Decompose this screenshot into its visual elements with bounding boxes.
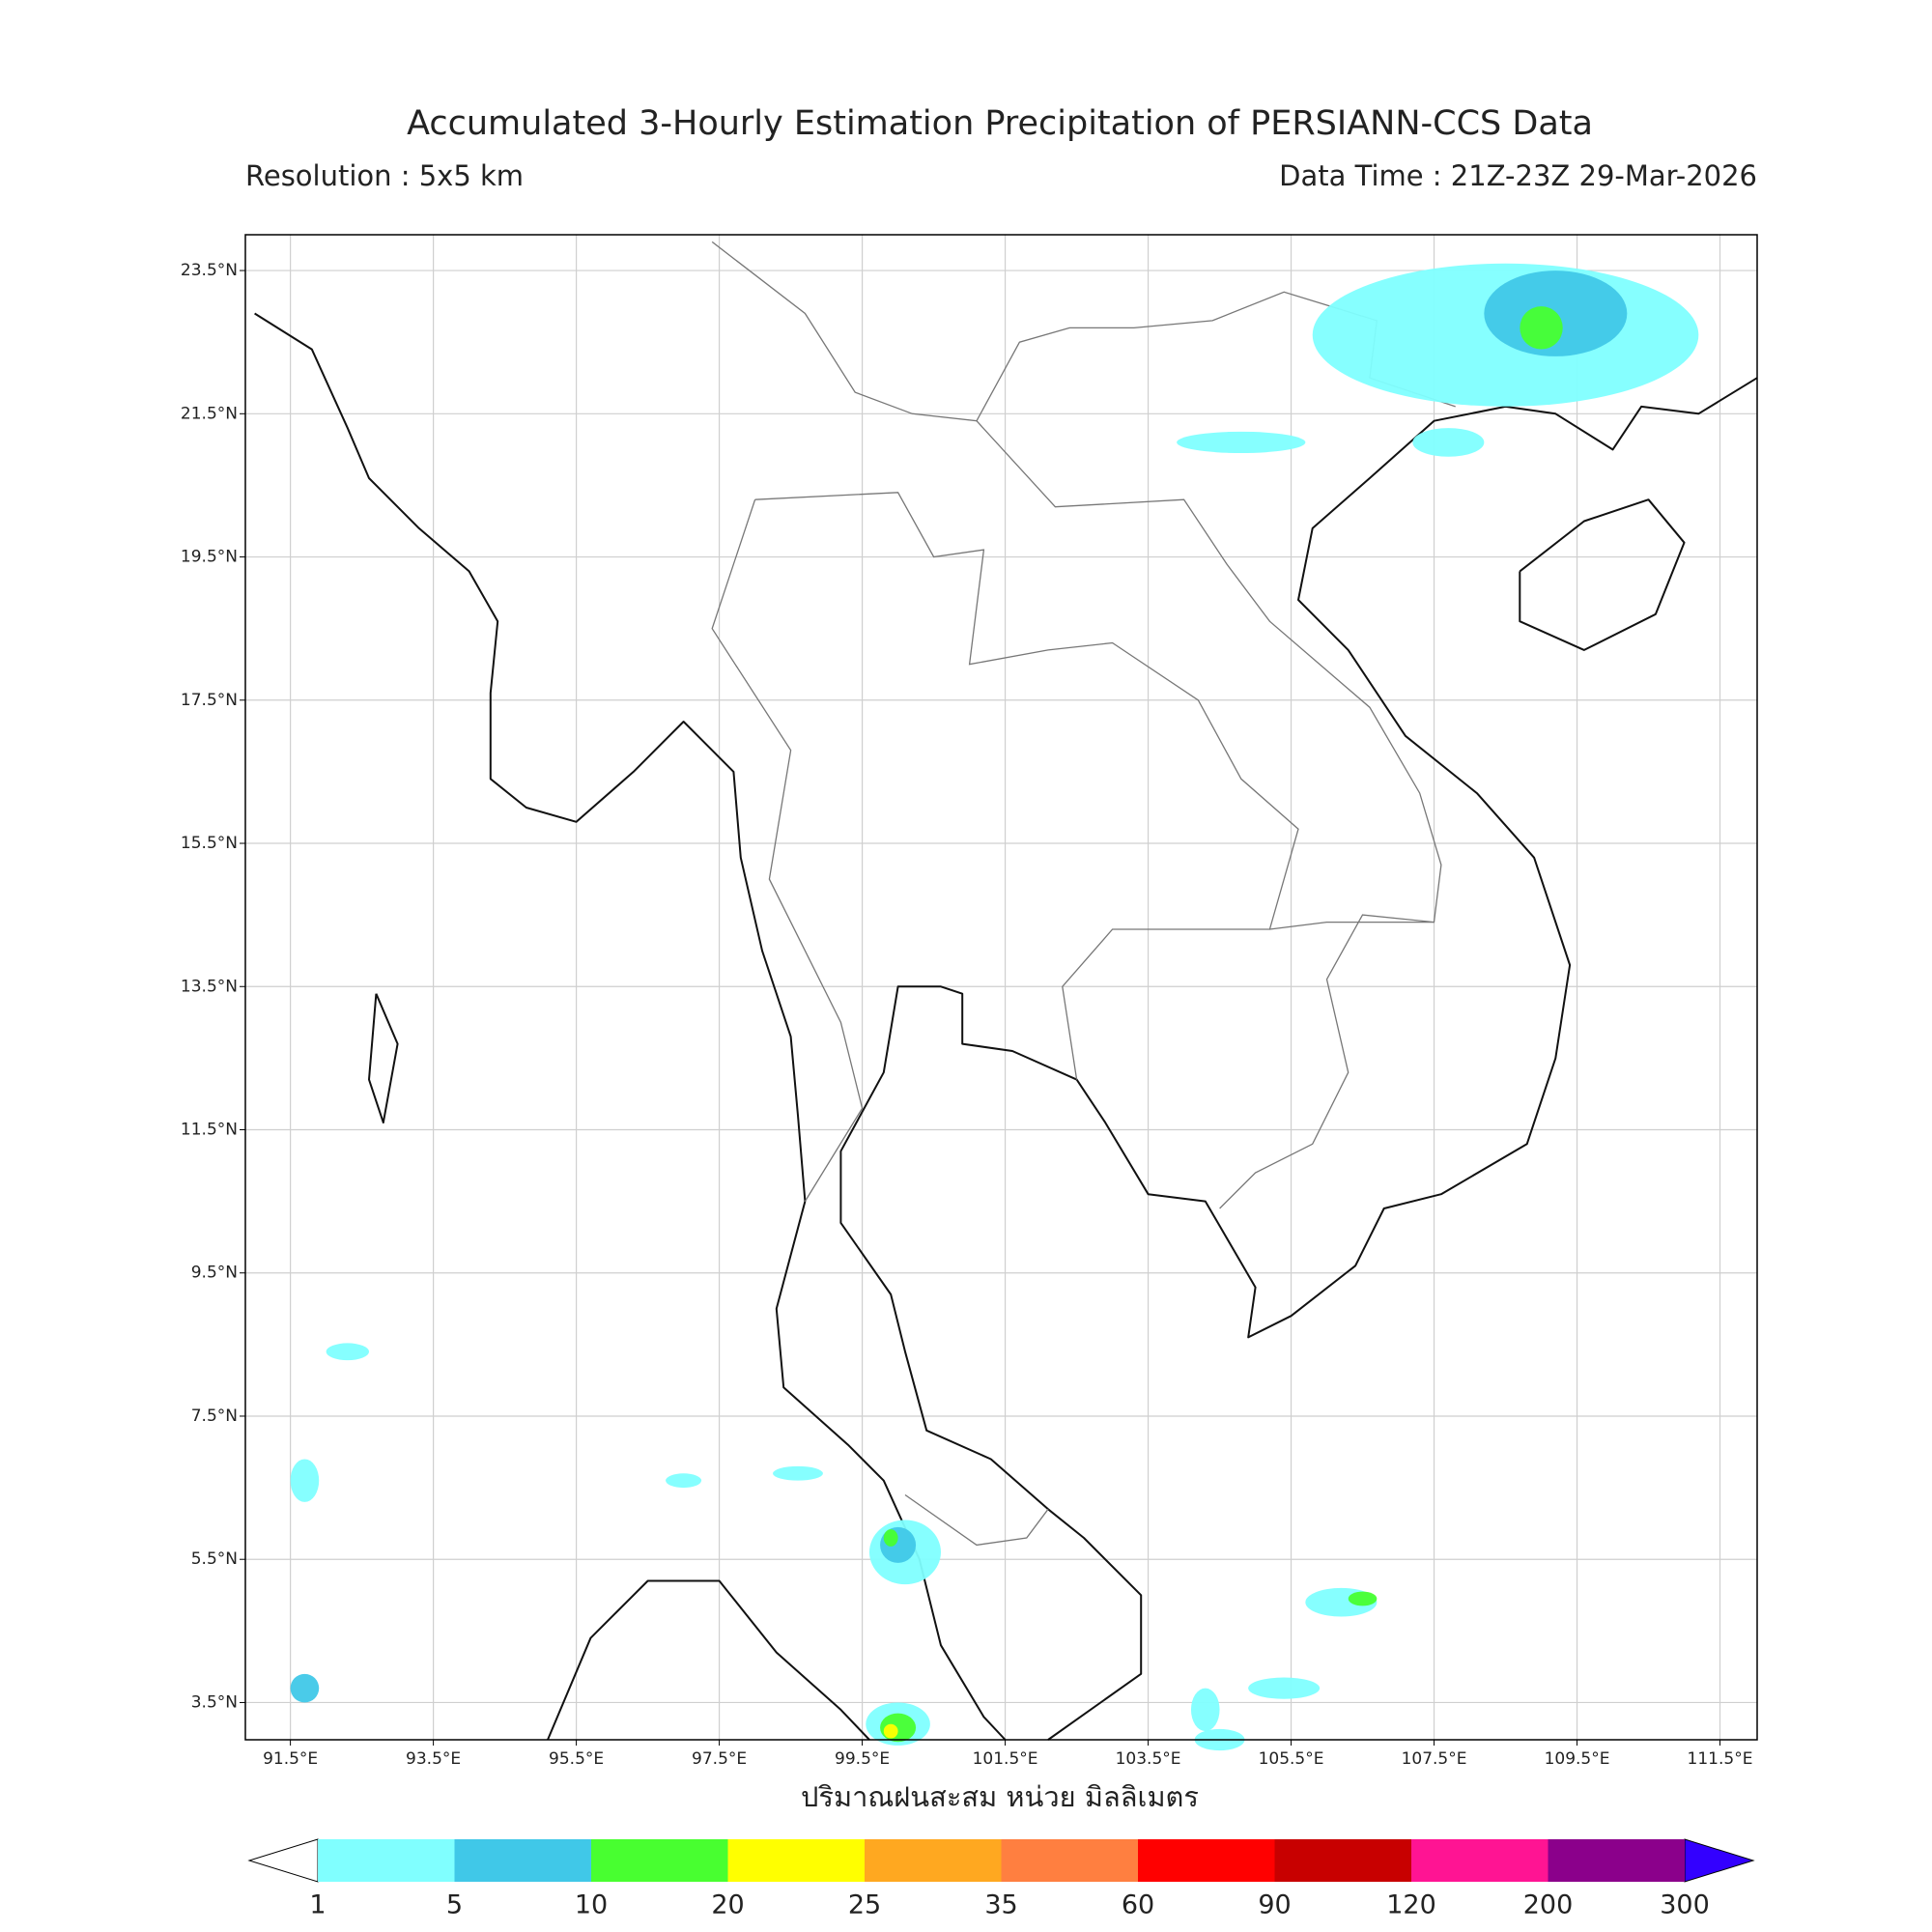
rain-cell [1412,428,1485,457]
lat-tick-label: 9.5°N [191,1264,238,1283]
rain-cell [1248,1677,1321,1699]
grid [245,235,1757,1740]
colorbar-swatch [318,1839,455,1882]
colorbar-level: 25 [848,1890,881,1920]
colorbar-under [247,1838,319,1883]
lat-tick-label: 17.5°N [181,691,238,710]
colorbar-swatch [1274,1839,1411,1882]
lat-tick-label: 3.5°N [191,1692,238,1712]
rain-cell [883,1529,898,1547]
lon-tick-label: 97.5°E [692,1749,747,1769]
colorbar-level: 200 [1523,1890,1574,1920]
colorbar-level: 60 [1122,1890,1154,1920]
lat-tick-label: 21.5°N [181,404,238,423]
lat-tick-label: 13.5°N [181,977,238,996]
lat-tick-label: 7.5°N [191,1406,238,1426]
rain-cell [1177,431,1306,454]
rain-cell [290,1459,320,1502]
border [976,420,1442,1209]
colorbar-level: 90 [1258,1890,1291,1920]
lat-tick-label: 23.5°N [181,261,238,280]
colorbar-over [1684,1838,1755,1883]
colorbar: 1 5 10 20 25 35 60 90 120 200 300 [247,1838,1755,1920]
resolution: Resolution : 5x5 km [245,159,524,192]
rain-cells [290,263,1699,1751]
ticks: 91.5°E 93.5°E 95.5°E 97.5°E 99.5°E 101.5°E 103… [181,261,1753,1769]
colorbar-swatch [1548,1839,1685,1882]
colorbar-swatch [591,1839,728,1882]
lon-tick-label: 91.5°E [263,1749,318,1769]
rain-cell [326,1343,370,1361]
lon-tick-label: 99.5°E [835,1749,890,1769]
colorbar-level: 35 [984,1890,1017,1920]
rain-cell [1520,306,1563,350]
lon-tick-label: 107.5°E [1402,1749,1467,1769]
coastline [1519,498,1686,651]
lon-tick-label: 111.5°E [1688,1749,1753,1769]
rain-cell [1348,1591,1378,1606]
colorbar-swatch [1138,1839,1275,1882]
rain-cell [1190,1688,1220,1732]
colorbar-label: ปริมาณฝนสะสม หน่วย มิลลิเมตร [801,1780,1199,1813]
lat-tick-label: 5.5°N [191,1549,238,1569]
colorbar-swatch [865,1839,1002,1882]
lon-tick-label: 109.5°E [1545,1749,1610,1769]
coastline [839,377,1758,1741]
colorbar-level: 120 [1386,1890,1436,1920]
lat-tick-label: 19.5°N [181,548,238,567]
rain-cell [883,1723,898,1739]
colorbar-swatch [454,1839,591,1882]
lon-tick-label: 93.5°E [406,1749,461,1769]
data-time: Data Time : 21Z-23Z 29-Mar-2026 [1279,159,1757,192]
border [754,492,1299,1080]
lon-tick-label: 95.5°E [549,1749,604,1769]
map-frame [244,234,1758,1741]
colorbar-level: 5 [446,1890,463,1920]
colorbar-swatch [1411,1839,1548,1882]
coastline [547,1579,870,1741]
colorbar-swatch [1001,1839,1138,1882]
colorbar-level: 20 [711,1890,744,1920]
coastline [368,993,399,1124]
rain-cell [666,1473,702,1489]
colorbar-swatch [727,1839,865,1882]
land [254,241,1758,1741]
lon-tick-label: 101.5°E [973,1749,1038,1769]
colorbar-level: 300 [1660,1890,1710,1920]
title: Accumulated 3-Hourly Estimation Precipit… [407,104,1593,143]
lat-tick-label: 15.5°N [181,834,238,853]
lon-tick-label: 103.5°E [1116,1749,1181,1769]
coastline [254,312,1007,1741]
border [904,1493,1049,1547]
lat-tick-label: 11.5°N [181,1120,238,1139]
border [1269,921,1435,930]
colorbar-level: 10 [575,1890,608,1920]
rain-cell [290,1673,320,1703]
rain-cell [773,1465,823,1481]
lon-tick-label: 105.5°E [1259,1749,1324,1769]
colorbar-level: 1 [309,1890,326,1920]
border [711,498,864,1202]
